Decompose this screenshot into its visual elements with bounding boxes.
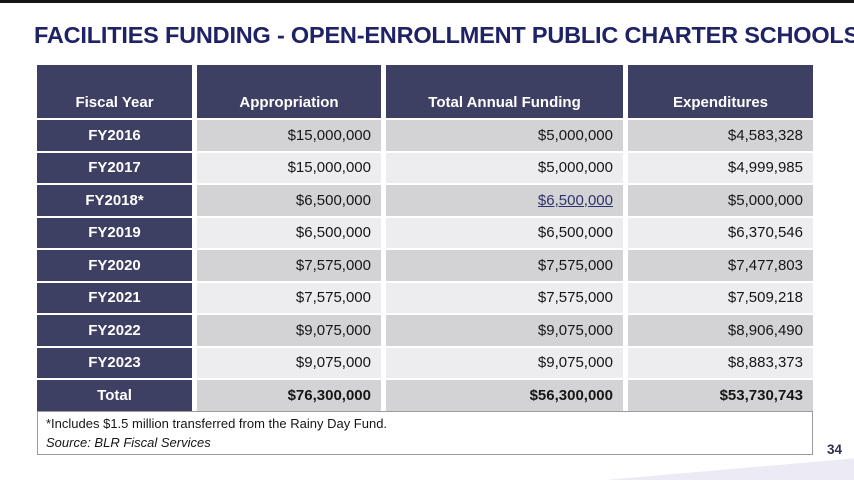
cell-expenditures: $5,000,000	[628, 185, 813, 216]
fy2018-funding-link[interactable]: $6,500,000	[386, 185, 623, 216]
cell-total-annual-funding: $5,000,000	[386, 152, 623, 183]
source-text: Source: BLR Fiscal Services	[46, 434, 211, 450]
column-header-fiscal-year: Fiscal Year	[37, 65, 192, 118]
footnote-text: *Includes $1.5 million transferred from …	[46, 416, 388, 431]
cell-appropriation: $15,000,000	[197, 152, 381, 183]
total-expenditures: $53,730,743	[628, 380, 813, 411]
cell-expenditures: $4,999,985	[628, 152, 813, 183]
cell-total-annual-funding: $7,575,000	[386, 282, 623, 313]
column-header-appropriation: Appropriation	[197, 65, 381, 118]
cell-expenditures: $8,906,490	[628, 315, 813, 346]
slide-title: FACILITIES FUNDING - OPEN-ENROLLMENT PUB…	[34, 22, 854, 48]
corner-decoration	[604, 458, 854, 480]
top-border-bar	[0, 0, 854, 3]
row-label-fy2021: FY2021	[37, 282, 192, 313]
cell-appropriation: $9,075,000	[197, 347, 381, 378]
cell-total-annual-funding: $9,075,000	[386, 315, 623, 346]
row-label-fy2023: FY2023	[37, 347, 192, 378]
row-label-fy2022: FY2022	[37, 315, 192, 346]
row-label-total: Total	[37, 380, 192, 411]
cell-expenditures: $8,883,373	[628, 347, 813, 378]
row-label-fy2018: FY2018*	[37, 185, 192, 216]
total-appropriation: $76,300,000	[197, 380, 381, 411]
cell-total-annual-funding: $7,575,000	[386, 250, 623, 281]
cell-appropriation: $15,000,000	[197, 120, 381, 151]
row-label-fy2016: FY2016	[37, 120, 192, 151]
cell-expenditures: $7,509,218	[628, 282, 813, 313]
cell-appropriation: $6,500,000	[197, 185, 381, 216]
cell-total-annual-funding: $5,000,000	[386, 120, 623, 151]
column-header-total-annual-funding: Total Annual Funding	[386, 65, 623, 118]
cell-expenditures: $7,477,803	[628, 250, 813, 281]
cell-appropriation: $7,575,000	[197, 250, 381, 281]
row-label-fy2017: FY2017	[37, 152, 192, 183]
cell-total-annual-funding: $6,500,000	[386, 217, 623, 248]
cell-appropriation: $6,500,000	[197, 217, 381, 248]
cell-appropriation: $7,575,000	[197, 282, 381, 313]
row-label-fy2019: FY2019	[37, 217, 192, 248]
column-header-expenditures: Expenditures	[628, 65, 813, 118]
footnote-box: *Includes $1.5 million transferred from …	[37, 411, 813, 455]
facilities-funding-table: Fiscal Year Appropriation Total Annual F…	[37, 65, 813, 411]
cell-appropriation: $9,075,000	[197, 315, 381, 346]
row-label-fy2020: FY2020	[37, 250, 192, 281]
page-number: 34	[826, 442, 842, 457]
cell-total-annual-funding: $9,075,000	[386, 347, 623, 378]
cell-expenditures: $6,370,546	[628, 217, 813, 248]
cell-expenditures: $4,583,328	[628, 120, 813, 151]
total-annual-funding: $56,300,000	[386, 380, 623, 411]
